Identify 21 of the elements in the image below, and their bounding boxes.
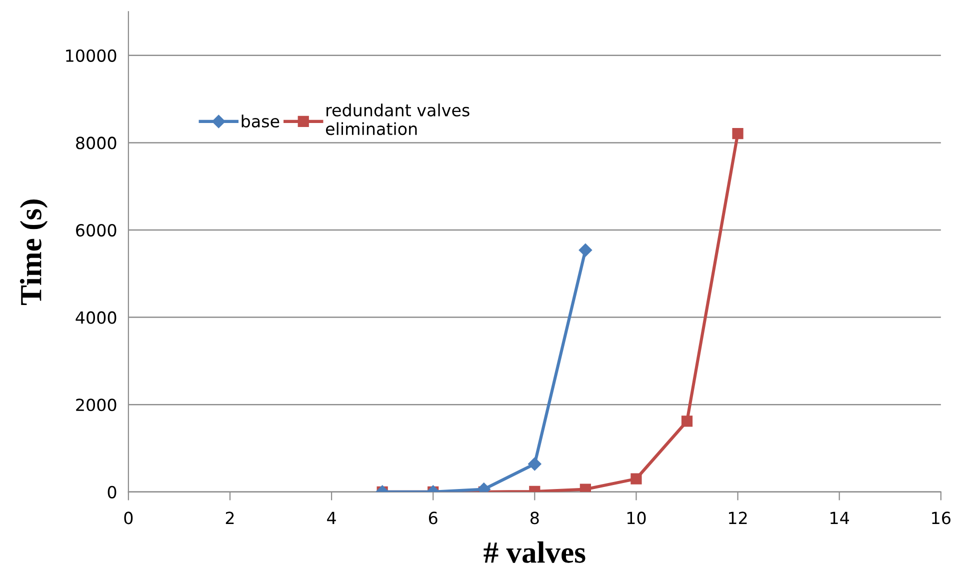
x-tick-label: 8 xyxy=(530,512,539,524)
y-tick-label: 6000 xyxy=(76,224,116,237)
x-tick-label: 0 xyxy=(124,512,133,524)
x-axis-title: # valves xyxy=(484,541,586,563)
y-tick-label: 10000 xyxy=(66,49,116,62)
x-tick-label: 14 xyxy=(830,512,850,524)
point xyxy=(732,128,744,140)
legend-label: base xyxy=(242,114,280,128)
x-tick-label: 16 xyxy=(932,512,950,524)
x-tick-label: 4 xyxy=(327,512,336,524)
y-tick-label: 2000 xyxy=(76,398,116,412)
y-axis-title: Time (s) xyxy=(20,200,48,305)
x-tick-label: 6 xyxy=(428,512,438,524)
legend-label: redundant valves elimination xyxy=(326,104,470,136)
y-tick-label: 0 xyxy=(108,486,116,498)
y-tick-label: 8000 xyxy=(76,136,116,150)
y-tick-label: 4000 xyxy=(76,311,116,324)
x-tick-label: 10 xyxy=(627,512,646,524)
x-tick-label: 12 xyxy=(729,512,747,524)
x-tick-label: 2 xyxy=(226,512,234,524)
point xyxy=(578,243,592,257)
